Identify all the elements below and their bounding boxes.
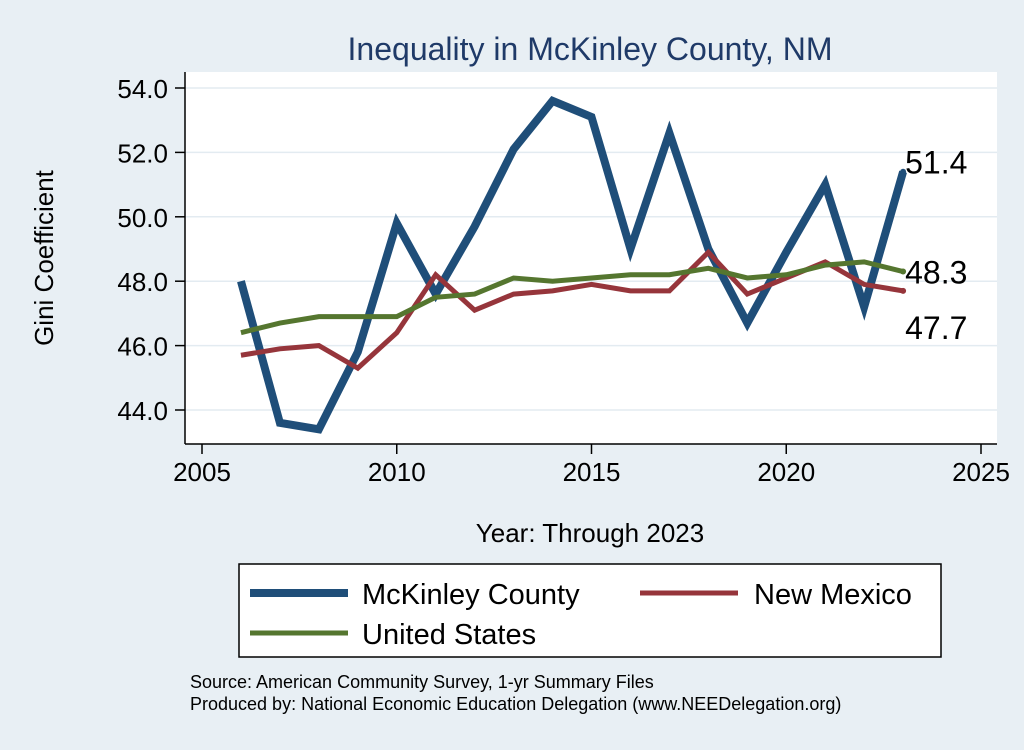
y-tick-label: 44.0	[117, 396, 168, 426]
end-value-label: 47.7	[905, 310, 967, 346]
legend-box	[238, 563, 942, 658]
end-point	[900, 168, 907, 175]
plot-area	[185, 72, 997, 444]
x-axis-label: Year: Through 2023	[476, 518, 704, 548]
series-lines	[237, 96, 907, 434]
x-tick-label: 2025	[952, 457, 1010, 487]
x-tick-label: 2010	[368, 457, 426, 487]
legend-label: McKinley County	[362, 579, 580, 611]
legend: McKinley County New Mexico United States	[250, 579, 912, 651]
series-line-united-states	[240, 259, 904, 336]
y-ticks: 44.0 46.0 48.0 50.0 52.0 54.0	[117, 74, 185, 426]
end-labels: 51.4 47.7 48.3	[900, 145, 967, 346]
end-point	[900, 287, 907, 294]
y-tick-label: 48.0	[117, 267, 168, 297]
x-tick-label: 2005	[173, 457, 231, 487]
end-point	[900, 268, 907, 275]
y-tick-label: 54.0	[117, 74, 168, 104]
y-axis-label: Gini Coefficient	[29, 169, 59, 346]
chart-title: Inequality in McKinley County, NM	[348, 31, 833, 67]
legend-label: United States	[362, 619, 536, 651]
source-line-1: Source: American Community Survey, 1-yr …	[190, 672, 654, 692]
x-tick-label: 2020	[757, 457, 815, 487]
x-tick-label: 2015	[563, 457, 621, 487]
end-value-label: 48.3	[905, 255, 967, 291]
y-tick-label: 46.0	[117, 332, 168, 362]
x-ticks: 2005 2010 2015 2020 2025	[173, 444, 1010, 487]
end-value-label: 51.4	[905, 145, 967, 181]
y-tick-label: 50.0	[117, 203, 168, 233]
y-tick-label: 52.0	[117, 138, 168, 168]
source-line-2: Produced by: National Economic Education…	[190, 694, 841, 714]
legend-label: New Mexico	[754, 579, 912, 611]
